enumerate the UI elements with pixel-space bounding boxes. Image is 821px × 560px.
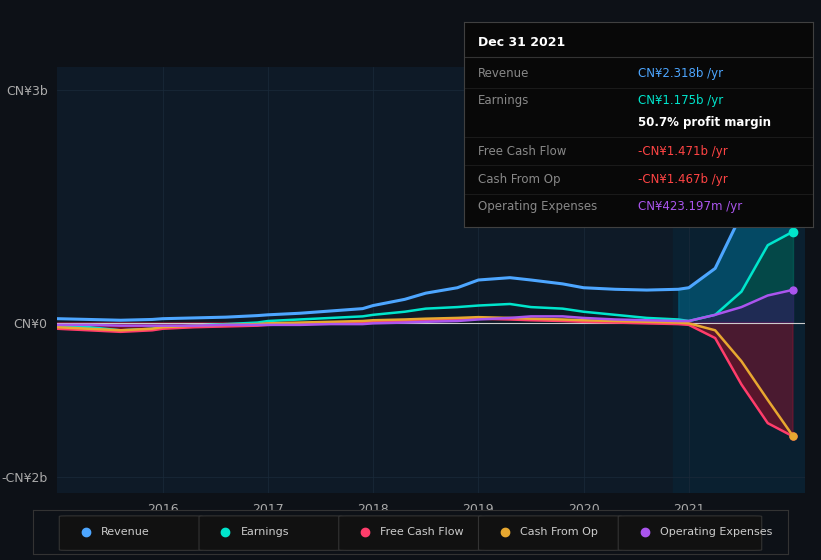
- Text: CN¥2.318b /yr: CN¥2.318b /yr: [639, 67, 723, 80]
- FancyBboxPatch shape: [479, 516, 622, 550]
- Text: -CN¥1.467b /yr: -CN¥1.467b /yr: [639, 173, 728, 186]
- FancyBboxPatch shape: [618, 516, 762, 550]
- Text: Free Cash Flow: Free Cash Flow: [380, 527, 464, 537]
- Bar: [673, 67, 805, 493]
- Text: 50.7% profit margin: 50.7% profit margin: [639, 116, 771, 129]
- Text: Free Cash Flow: Free Cash Flow: [478, 144, 566, 158]
- Text: Operating Expenses: Operating Expenses: [478, 200, 597, 213]
- Text: Operating Expenses: Operating Expenses: [660, 527, 772, 537]
- FancyBboxPatch shape: [59, 516, 203, 550]
- FancyBboxPatch shape: [199, 516, 342, 550]
- Text: Revenue: Revenue: [101, 527, 149, 537]
- Text: -CN¥1.471b /yr: -CN¥1.471b /yr: [639, 144, 728, 158]
- Text: Cash From Op: Cash From Op: [478, 173, 560, 186]
- Text: Revenue: Revenue: [478, 67, 530, 80]
- Text: CN¥423.197m /yr: CN¥423.197m /yr: [639, 200, 742, 213]
- FancyBboxPatch shape: [339, 516, 482, 550]
- Text: CN¥1.175b /yr: CN¥1.175b /yr: [639, 94, 723, 106]
- Text: Cash From Op: Cash From Op: [520, 527, 598, 537]
- Text: Earnings: Earnings: [478, 94, 530, 106]
- Text: Dec 31 2021: Dec 31 2021: [478, 36, 565, 49]
- Text: Earnings: Earnings: [241, 527, 289, 537]
